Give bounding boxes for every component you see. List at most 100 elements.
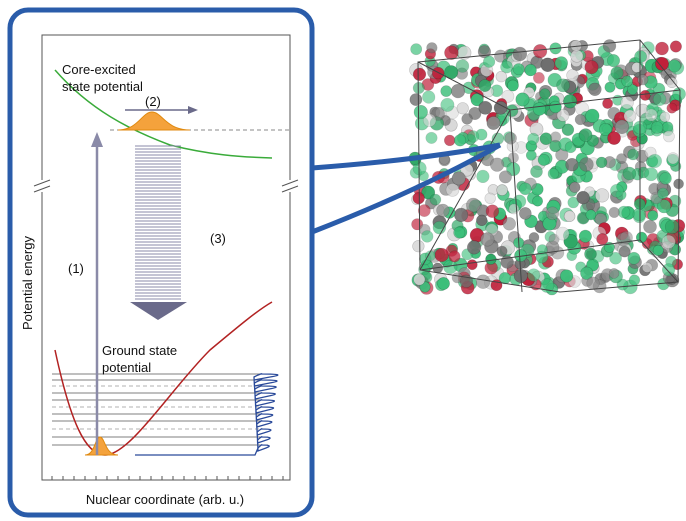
atom — [577, 191, 590, 204]
atom — [509, 204, 519, 214]
atom — [413, 82, 424, 93]
atom — [414, 274, 425, 285]
atom — [540, 133, 552, 145]
atom — [660, 172, 672, 184]
atom — [648, 210, 658, 220]
atom — [589, 83, 602, 96]
atom — [413, 192, 425, 204]
atom — [653, 245, 663, 255]
atom — [608, 132, 621, 145]
atom — [483, 56, 495, 68]
atom — [519, 207, 531, 219]
atom — [466, 198, 480, 212]
atom — [430, 194, 441, 205]
atom — [624, 110, 636, 122]
atom — [497, 185, 508, 196]
figure: Core-excited state potential (2) (3) (1)… — [0, 0, 686, 521]
atom — [437, 277, 449, 289]
atom — [586, 210, 596, 220]
atom — [467, 131, 479, 143]
atom — [644, 220, 657, 233]
atom — [499, 171, 511, 183]
atom — [513, 47, 527, 61]
atom — [567, 69, 579, 81]
atom — [479, 80, 491, 92]
atom — [533, 44, 547, 58]
atom — [413, 68, 426, 81]
atom — [546, 207, 559, 220]
atom — [411, 44, 422, 55]
atom — [533, 196, 543, 206]
atom — [670, 41, 681, 52]
atom — [619, 246, 630, 257]
atom — [564, 211, 575, 222]
atom — [445, 46, 459, 60]
atom — [507, 80, 518, 91]
atom — [667, 103, 677, 113]
label: Core-excited — [62, 62, 136, 77]
molecule-box — [409, 40, 686, 296]
atom — [541, 58, 555, 72]
atom — [414, 105, 428, 119]
atom — [607, 54, 619, 66]
atom — [462, 114, 473, 125]
atom — [656, 42, 669, 55]
atom — [454, 208, 468, 222]
atom — [481, 233, 495, 247]
atom — [529, 232, 539, 242]
atom — [526, 150, 536, 160]
atom — [609, 207, 619, 217]
atom — [437, 204, 450, 217]
label: Ground state — [102, 343, 177, 358]
atom — [550, 101, 562, 113]
atom — [609, 268, 619, 278]
atom — [479, 101, 492, 114]
atom — [528, 133, 539, 144]
atom — [579, 230, 591, 242]
atom — [623, 167, 636, 180]
atom — [467, 260, 477, 270]
atom — [587, 277, 600, 290]
atom — [585, 60, 598, 73]
atom — [667, 77, 677, 87]
atom — [490, 158, 504, 172]
atom — [486, 205, 499, 218]
atom — [496, 71, 507, 82]
atom — [653, 93, 666, 106]
atom — [487, 116, 500, 129]
atom — [645, 168, 658, 181]
atom — [622, 76, 633, 87]
atom — [410, 94, 422, 106]
atom — [446, 183, 459, 196]
atom — [476, 215, 487, 226]
atom — [570, 182, 581, 193]
atom — [513, 63, 524, 74]
atom — [467, 241, 481, 255]
atom — [603, 40, 616, 53]
atom — [548, 168, 559, 179]
atom — [555, 57, 568, 70]
atom — [457, 103, 469, 115]
atom — [550, 132, 560, 142]
label: (3) — [210, 231, 226, 246]
atom — [660, 112, 670, 122]
atom — [638, 75, 648, 85]
y-axis-label: Potential energy — [20, 236, 35, 330]
atom — [519, 183, 531, 195]
label: potential — [102, 360, 151, 375]
atom — [531, 166, 543, 178]
atom — [655, 57, 668, 70]
atom — [452, 172, 465, 185]
atom — [454, 135, 466, 147]
label: (1) — [68, 261, 84, 276]
atom — [648, 154, 662, 168]
atom — [579, 129, 592, 142]
atom — [640, 90, 650, 100]
atom — [618, 206, 630, 218]
atom — [418, 205, 430, 217]
atom — [668, 60, 680, 72]
atom — [497, 246, 507, 256]
atom — [667, 153, 678, 164]
atom — [662, 264, 675, 277]
atom — [525, 64, 537, 76]
